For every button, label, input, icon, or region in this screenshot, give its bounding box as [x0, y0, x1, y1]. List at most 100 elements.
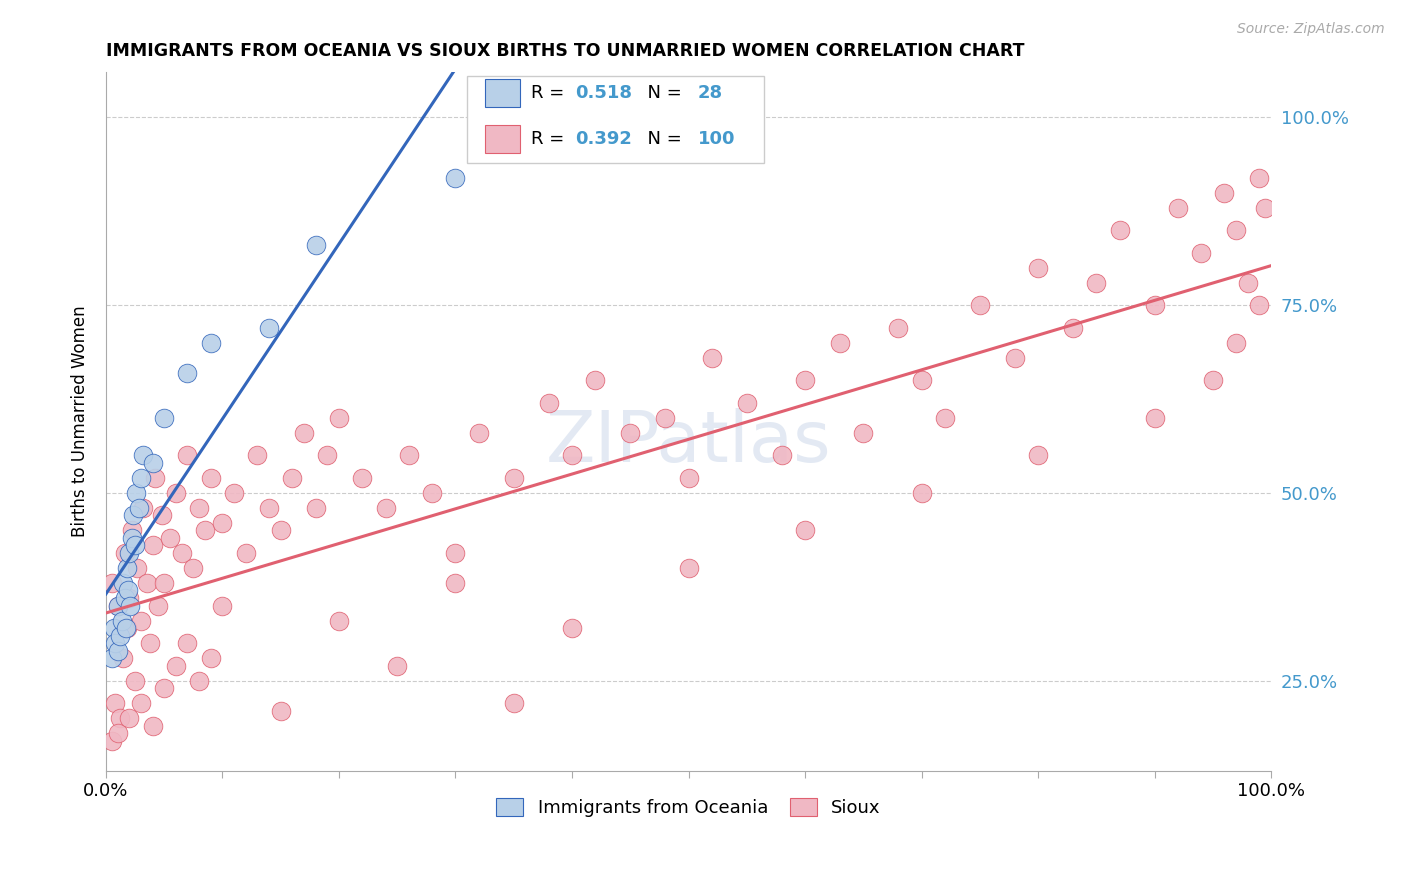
Point: [444, 170, 467, 185]
Point: [170, 546, 193, 560]
Point: [352, 471, 374, 485]
Point: [794, 524, 817, 538]
Point: [159, 531, 181, 545]
FancyBboxPatch shape: [485, 79, 520, 107]
Point: [270, 704, 292, 718]
Point: [1085, 276, 1108, 290]
Point: [257, 500, 280, 515]
Point: [222, 486, 245, 500]
Text: R =: R =: [531, 84, 571, 102]
Point: [103, 621, 125, 635]
Point: [181, 561, 204, 575]
Point: [561, 448, 583, 462]
Point: [115, 561, 138, 575]
Text: 0.392: 0.392: [575, 129, 633, 148]
Point: [444, 546, 467, 560]
Text: IMMIGRANTS FROM OCEANIA VS SIOUX BIRTHS TO UNMARRIED WOMEN CORRELATION CHART: IMMIGRANTS FROM OCEANIA VS SIOUX BIRTHS …: [105, 42, 1025, 60]
Point: [129, 696, 152, 710]
Point: [794, 373, 817, 387]
Point: [654, 410, 676, 425]
Point: [502, 471, 524, 485]
Point: [1026, 260, 1049, 275]
Point: [328, 614, 350, 628]
Point: [910, 486, 932, 500]
Point: [211, 516, 233, 530]
Point: [135, 576, 157, 591]
Text: N =: N =: [636, 129, 688, 148]
Point: [107, 643, 129, 657]
Point: [292, 425, 315, 440]
Point: [153, 410, 176, 425]
Point: [583, 373, 606, 387]
Point: [200, 471, 222, 485]
Point: [188, 500, 211, 515]
Point: [125, 486, 148, 500]
Text: R =: R =: [531, 129, 571, 148]
Point: [1236, 276, 1258, 290]
Point: [132, 448, 155, 462]
Point: [121, 508, 143, 523]
Point: [374, 500, 396, 515]
Point: [194, 524, 217, 538]
FancyBboxPatch shape: [467, 76, 765, 163]
Point: [118, 711, 141, 725]
Point: [1167, 201, 1189, 215]
Point: [176, 366, 198, 380]
Point: [132, 500, 155, 515]
Text: Source: ZipAtlas.com: Source: ZipAtlas.com: [1237, 22, 1385, 37]
Point: [114, 591, 136, 605]
Point: [129, 614, 152, 628]
Point: [619, 425, 641, 440]
Point: [108, 628, 131, 642]
Point: [852, 425, 875, 440]
Point: [141, 538, 163, 552]
Point: [114, 546, 136, 560]
Point: [444, 576, 467, 591]
Point: [139, 636, 162, 650]
Text: ZIPatlas: ZIPatlas: [546, 408, 831, 477]
Point: [1213, 186, 1236, 200]
Point: [887, 320, 910, 334]
Point: [120, 599, 142, 613]
Point: [129, 471, 152, 485]
Point: [304, 238, 326, 252]
Point: [111, 614, 134, 628]
Point: [124, 538, 146, 552]
Point: [176, 448, 198, 462]
Point: [910, 373, 932, 387]
Point: [128, 500, 150, 515]
Point: [828, 335, 851, 350]
Point: [398, 448, 420, 462]
Point: [561, 621, 583, 635]
Point: [188, 673, 211, 688]
Point: [420, 486, 443, 500]
Point: [118, 546, 141, 560]
Point: [153, 576, 176, 591]
Point: [1026, 448, 1049, 462]
Point: [121, 524, 143, 538]
Point: [1202, 373, 1225, 387]
FancyBboxPatch shape: [485, 125, 520, 153]
Point: [117, 583, 139, 598]
Text: 0.518: 0.518: [575, 84, 633, 102]
Point: [104, 696, 127, 710]
Point: [1249, 298, 1271, 312]
Point: [969, 298, 991, 312]
Point: [1189, 245, 1212, 260]
Point: [1225, 335, 1247, 350]
Point: [121, 531, 143, 545]
Point: [165, 486, 187, 500]
Y-axis label: Births to Unmarried Women: Births to Unmarried Women: [72, 306, 89, 537]
Point: [107, 599, 129, 613]
Point: [112, 576, 135, 591]
Point: [211, 599, 233, 613]
Point: [1108, 223, 1130, 237]
Point: [316, 448, 339, 462]
Text: 100: 100: [697, 129, 735, 148]
Point: [124, 673, 146, 688]
Point: [281, 471, 304, 485]
Point: [235, 546, 257, 560]
Point: [118, 591, 141, 605]
Point: [115, 621, 138, 635]
Point: [114, 621, 136, 635]
